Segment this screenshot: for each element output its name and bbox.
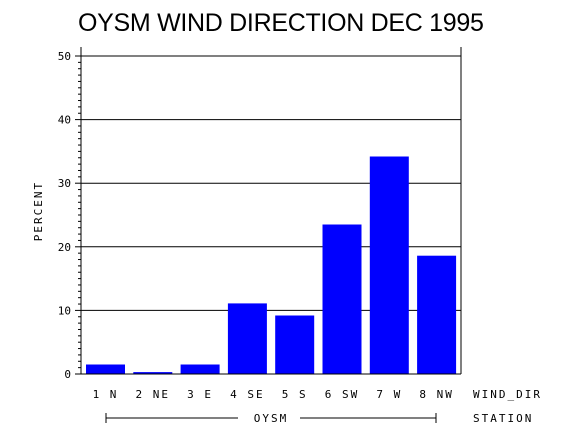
y-tick-label: 40 <box>58 114 71 127</box>
bar-4-se <box>227 303 267 374</box>
x-tick-label: 3 E <box>187 388 213 401</box>
x-tick-label: 1 N <box>93 388 119 401</box>
x-tick-label: 6 SW <box>325 388 360 401</box>
x-tick-label: 2 NE <box>136 388 171 401</box>
axes <box>80 47 462 375</box>
bar-5-s <box>275 315 315 374</box>
x-tick-label: 7 W <box>376 388 402 401</box>
x-tick-label: 8 NW <box>419 388 454 401</box>
station-axis-label: STATION <box>473 412 533 425</box>
x-tick-label: 5 S <box>282 388 308 401</box>
y-tick-label: 20 <box>58 241 71 254</box>
chart-title: OYSM WIND DIRECTION DEC 1995 <box>78 9 484 37</box>
station-group-label: OYSM <box>254 412 289 425</box>
station-group-bracket <box>105 413 437 423</box>
y-tick-label: 10 <box>58 304 71 317</box>
bars <box>86 156 457 374</box>
x-tick-labels: 1 N 2 NE 3 E 4 SE 5 S 6 SW 7 W 8 NW <box>93 388 454 401</box>
x-axis-label: WIND_DIR <box>473 388 542 401</box>
bar-8-nw <box>417 255 457 374</box>
y-ticks: 0 10 20 30 40 50 <box>58 50 81 381</box>
y-tick-label: 30 <box>58 177 71 190</box>
bar-6-sw <box>322 224 362 374</box>
y-tick-label: 0 <box>64 368 71 381</box>
bar-3-e <box>180 364 220 374</box>
x-tick-label: 4 SE <box>230 388 265 401</box>
y-axis-label: PERCENT <box>32 181 45 241</box>
bar-1-n <box>86 364 125 374</box>
bar-7-w <box>369 156 409 374</box>
bar-2-ne <box>133 372 173 374</box>
y-tick-label: 50 <box>58 50 71 63</box>
